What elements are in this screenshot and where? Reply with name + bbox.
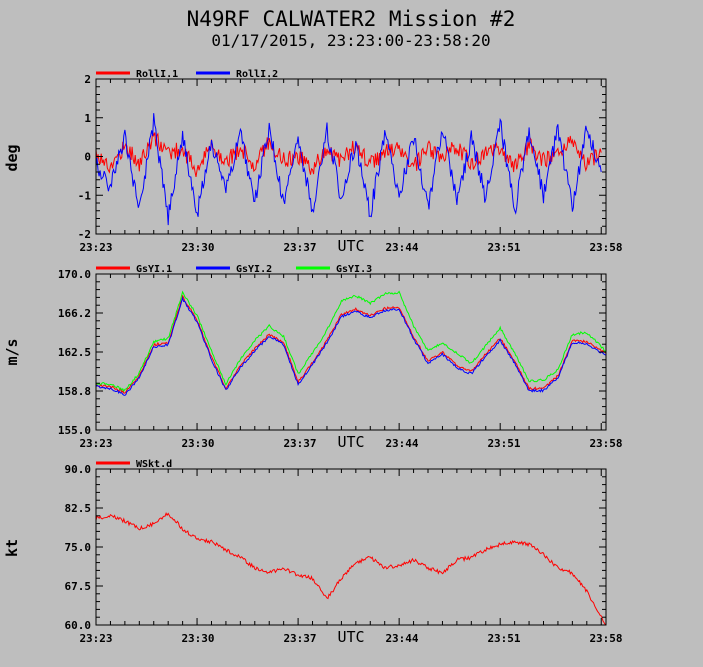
x-tick-label: 23:37 <box>283 241 316 254</box>
series-line-rolli-2 <box>96 113 602 226</box>
page-title: N49RF CALWATER2 Mission #2 <box>187 7 516 31</box>
series-line-wskt-d <box>96 512 606 625</box>
x-tick-label: 23:51 <box>487 632 520 645</box>
chart-panel: 60.0 67.5 75.0 82.5 90.0 23:23 23:30 23:37 23:44… <box>3 459 623 646</box>
plot-frame <box>95 468 607 626</box>
y-tick-label: -2 <box>78 228 91 241</box>
y-axis-title: m/s <box>3 338 21 365</box>
y-tick-label: 0 <box>84 151 91 164</box>
y-tick-label: 82.5 <box>65 502 92 515</box>
y-axis-title: deg <box>3 144 21 171</box>
series-line-gsyi-3 <box>96 290 606 393</box>
series-line-gsyi-1 <box>96 294 606 394</box>
y-tick-label: 170.0 <box>58 268 91 281</box>
x-tick-label: 23:58 <box>589 437 622 450</box>
chart-panel: -2 -1 0 1 2 23:23 23:30 23:37 23:44 23:51 23:58 UTC… <box>3 69 623 255</box>
legend-label: RollI.2 <box>236 69 278 80</box>
x-tick-label: 23:58 <box>589 241 622 254</box>
x-tick-label: 23:23 <box>79 437 112 450</box>
page-subtitle: 01/17/2015, 23:23:00-23:58:20 <box>211 31 490 50</box>
x-axis-title: UTC <box>337 628 364 646</box>
x-tick-label: 23:44 <box>385 241 418 254</box>
x-tick-label: 23:30 <box>181 241 214 254</box>
x-tick-label: 23:37 <box>283 632 316 645</box>
y-tick-label: 158.8 <box>58 385 91 398</box>
x-axis-title: UTC <box>337 433 364 451</box>
chart-panel: 155.0 158.8 162.5 166.2 170.0 23:23 23:30 23:37… <box>3 264 623 451</box>
legend-label: RollI.1 <box>136 69 178 80</box>
x-tick-label: 23:44 <box>385 632 418 645</box>
y-tick-label: 1 <box>84 112 91 125</box>
x-tick-label: 23:51 <box>487 437 520 450</box>
x-tick-label: 23:23 <box>79 632 112 645</box>
y-tick-label: 75.0 <box>65 541 92 554</box>
y-tick-label: 2 <box>84 73 91 86</box>
y-tick-label: 155.0 <box>58 424 91 437</box>
x-axis-title: UTC <box>337 237 364 255</box>
x-tick-label: 23:58 <box>589 632 622 645</box>
legend-label: GsYI.1 <box>136 264 172 275</box>
x-tick-label: 23:44 <box>385 437 418 450</box>
series-line-rolli-1 <box>96 131 602 177</box>
y-tick-label: 166.2 <box>58 307 91 320</box>
y-tick-label: 67.5 <box>65 580 92 593</box>
x-tick-label: 23:23 <box>79 241 112 254</box>
x-tick-label: 23:37 <box>283 437 316 450</box>
y-tick-label: 162.5 <box>58 346 91 359</box>
x-tick-label: 23:30 <box>181 632 214 645</box>
y-tick-label: -1 <box>78 189 92 202</box>
x-tick-label: 23:51 <box>487 241 520 254</box>
legend-label: WSkt.d <box>136 459 172 470</box>
x-tick-label: 23:30 <box>181 437 214 450</box>
legend-label: GsYI.2 <box>236 264 272 275</box>
legend-label: GsYI.3 <box>336 264 372 275</box>
y-axis-title: kt <box>3 539 21 557</box>
series-line-gsyi-2 <box>96 296 606 396</box>
y-tick-label: 60.0 <box>65 619 92 632</box>
y-tick-label: 90.0 <box>65 463 92 476</box>
